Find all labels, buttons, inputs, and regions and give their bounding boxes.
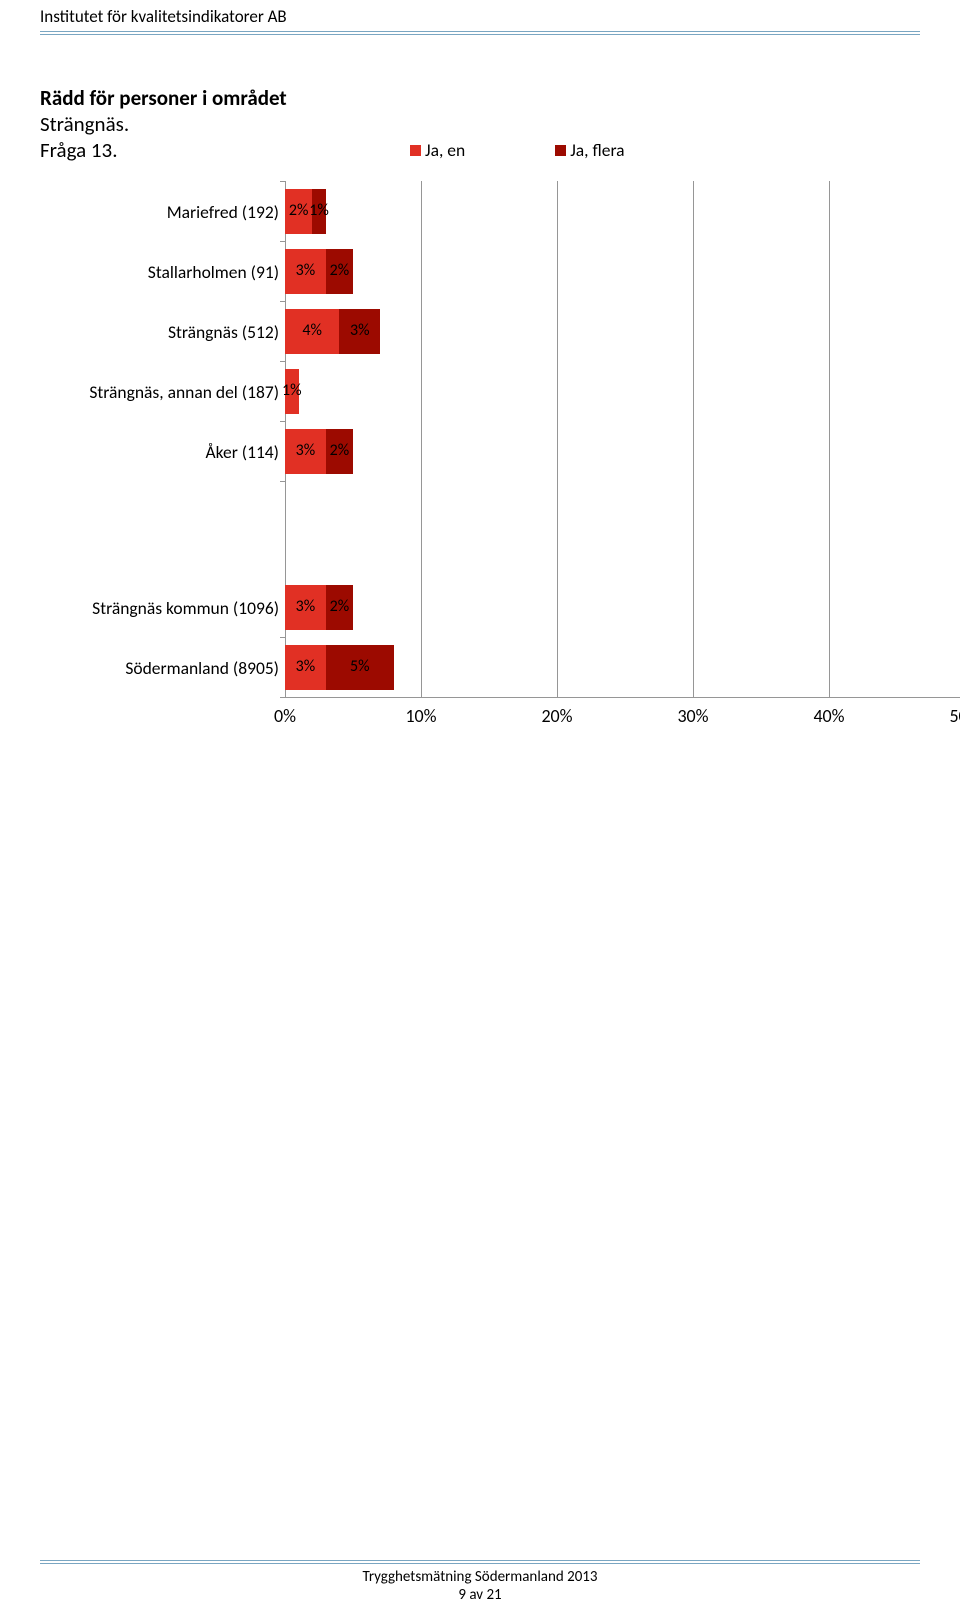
x-axis-label: 20% [532, 705, 582, 727]
x-axis-label: 40% [804, 705, 854, 727]
data-label: 2% [325, 441, 353, 460]
y-tick [280, 241, 285, 242]
legend-label: Ja, en [425, 139, 465, 161]
chart-title-block: Rädd för personer i området Strängnäs. F… [40, 85, 920, 163]
legend-swatch-icon [555, 145, 566, 156]
data-label: 3% [291, 261, 319, 280]
y-tick [280, 637, 285, 638]
legend-swatch-icon [410, 145, 421, 156]
plot-area: 2%1%3%2%4%3%1%3%2%3%2%3%5% [285, 181, 960, 697]
footer-line2: 9 av 21 [40, 1586, 920, 1604]
data-label: 3% [346, 321, 374, 340]
legend-label: Ja, flera [570, 139, 624, 161]
data-label: 3% [291, 657, 319, 676]
gridline [557, 181, 558, 697]
header-rule [40, 31, 920, 35]
gridline [421, 181, 422, 697]
data-label: 3% [291, 597, 319, 616]
x-axis-label: 10% [396, 705, 446, 727]
category-label: Strängnäs, annan del (187) [40, 381, 279, 403]
data-label: 4% [298, 321, 326, 340]
category-label: Stallarholmen (91) [40, 261, 279, 283]
data-label: 3% [291, 441, 319, 460]
y-tick [280, 361, 285, 362]
data-label: 2% [325, 597, 353, 616]
page-footer: Trygghetsmätning Södermanland 2013 9 av … [40, 1560, 920, 1604]
category-label: Södermanland (8905) [40, 657, 279, 679]
x-axis-label: 0% [260, 705, 310, 727]
chart-title-line3: Fråga 13. [40, 137, 340, 163]
data-label: 1% [278, 381, 306, 400]
category-label: Åker (114) [40, 441, 279, 463]
stacked-bar-chart: 2%1%3%2%4%3%1%3%2%3%2%3%5%0%10%20%30%40%… [40, 181, 960, 729]
chart-title-line2: Strängnäs. [40, 111, 340, 137]
y-tick [280, 421, 285, 422]
legend: Ja, en Ja, flera [340, 139, 920, 164]
x-axis-label: 50% [940, 705, 960, 727]
gridline [829, 181, 830, 697]
x-axis-label: 30% [668, 705, 718, 727]
y-tick [280, 697, 285, 698]
category-label: Strängnäs (512) [40, 321, 279, 343]
data-label: 2% [325, 261, 353, 280]
gridline [693, 181, 694, 697]
footer-rule [40, 1560, 920, 1564]
data-label: 1% [305, 201, 333, 220]
y-tick [280, 181, 285, 182]
legend-item-1: Ja, flera [555, 139, 624, 161]
legend-item-0: Ja, en [410, 139, 465, 161]
y-tick [280, 301, 285, 302]
category-label: Mariefred (192) [40, 201, 279, 223]
category-label: Strängnäs kommun (1096) [40, 597, 279, 619]
y-tick [280, 481, 285, 482]
chart-title-line1: Rädd för personer i området [40, 85, 340, 111]
data-label: 5% [346, 657, 374, 676]
company-name: Institutet för kvalitetsindikatorer AB [40, 0, 920, 31]
x-axis-line [285, 697, 960, 698]
footer-line1: Trygghetsmätning Södermanland 2013 [40, 1568, 920, 1586]
